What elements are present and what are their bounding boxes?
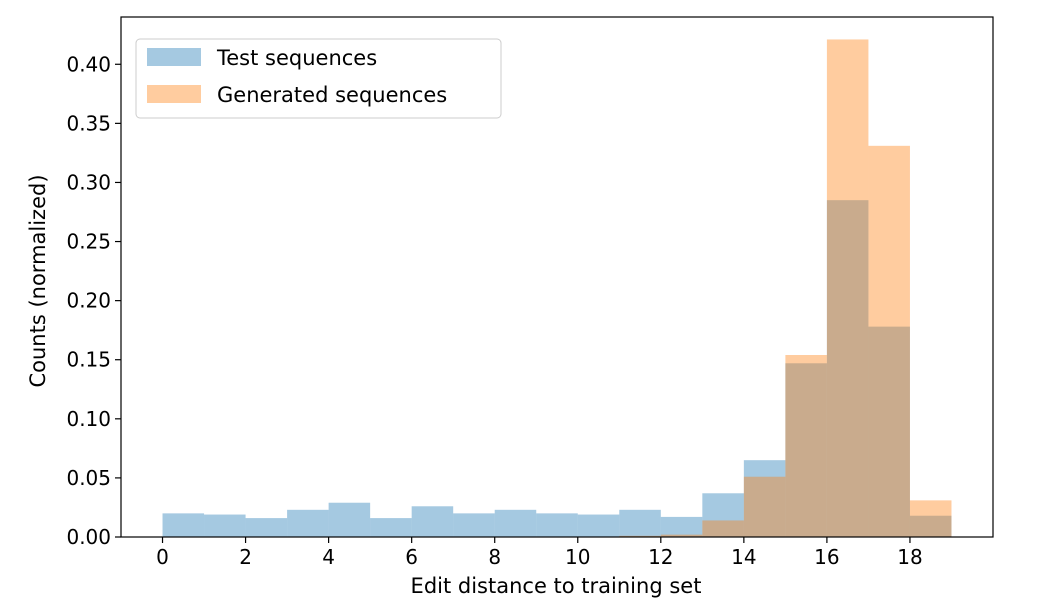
- x-tick-label: 6: [405, 545, 418, 569]
- legend-swatch-test-sequences: [147, 48, 201, 66]
- bar-test-sequences-10: [577, 514, 620, 537]
- legend-label-test-sequences: Test sequences: [216, 46, 377, 70]
- bar-test-sequences-12: [660, 516, 703, 537]
- bar-generated-sequences-6: [868, 145, 910, 537]
- x-tick-label: 4: [322, 545, 335, 569]
- y-tick-label: 0.20: [66, 289, 111, 313]
- bar-test-sequences-0: [162, 513, 205, 537]
- x-tick-label: 18: [897, 545, 922, 569]
- bar-test-sequences-14: [743, 460, 786, 537]
- y-tick-label: 0.35: [66, 111, 111, 135]
- bar-test-sequences-4: [328, 502, 371, 537]
- x-tick-label: 12: [648, 545, 673, 569]
- x-tick-label: 10: [565, 545, 590, 569]
- bar-test-sequences-3: [287, 509, 329, 537]
- bar-test-sequences-16: [826, 200, 869, 537]
- x-tick-label: 8: [488, 545, 501, 569]
- legend-swatch-generated-sequences: [147, 85, 201, 103]
- y-tick-label: 0.10: [66, 407, 111, 431]
- bar-test-sequences-9: [536, 513, 578, 537]
- y-tick-label: 0.30: [66, 170, 111, 194]
- ticks-layer: 0 2 4 6 8 10 12 14 16 18 0.00 0.05 0.10 0.15 0.20 0.25 0…: [66, 52, 922, 569]
- bar-test-sequences-13: [702, 493, 744, 537]
- x-axis-title: Edit distance to training set: [411, 574, 702, 598]
- y-tick-label: 0.05: [66, 466, 111, 490]
- x-tick-label: 2: [239, 545, 252, 569]
- bar-test-sequences-1: [204, 514, 246, 537]
- x-tick-label: 14: [731, 545, 756, 569]
- bar-test-sequences-8: [494, 509, 537, 537]
- bar-test-sequences-7: [453, 513, 495, 537]
- bar-test-sequences-6: [411, 506, 454, 537]
- bar-generated-sequences-4: [785, 355, 827, 537]
- x-tick-label: 16: [814, 545, 839, 569]
- axes-frame: [120, 16, 994, 538]
- bar-test-sequences-2: [245, 518, 288, 537]
- y-tick-label: 0.15: [66, 348, 111, 372]
- legend: Test sequences Generated sequences: [135, 38, 502, 119]
- x-tick-label: 0: [156, 545, 169, 569]
- bar-test-sequences-18: [909, 515, 952, 537]
- y-tick-label: 0.40: [66, 52, 111, 76]
- legend-label-generated-sequences: Generated sequences: [217, 83, 447, 107]
- bar-test-sequences-5: [370, 518, 412, 537]
- bar-generated-sequences-5: [826, 39, 869, 538]
- bar-generated-sequences-2: [702, 520, 744, 537]
- bar-test-sequences-15: [785, 363, 827, 537]
- bar-test-sequences-17: [868, 326, 910, 537]
- bar-test-sequences-11: [619, 509, 661, 537]
- bar-generated-sequences-3: [743, 476, 786, 537]
- y-axis-title: Counts (normalized): [26, 174, 50, 387]
- bar-generated-sequences-1: [660, 534, 703, 537]
- bar-generated-sequences-7: [909, 500, 952, 537]
- bars-layer: [162, 39, 952, 538]
- legend-box: [135, 38, 502, 119]
- y-tick-label: 0.00: [66, 525, 111, 549]
- y-tick-label: 0.25: [66, 230, 111, 254]
